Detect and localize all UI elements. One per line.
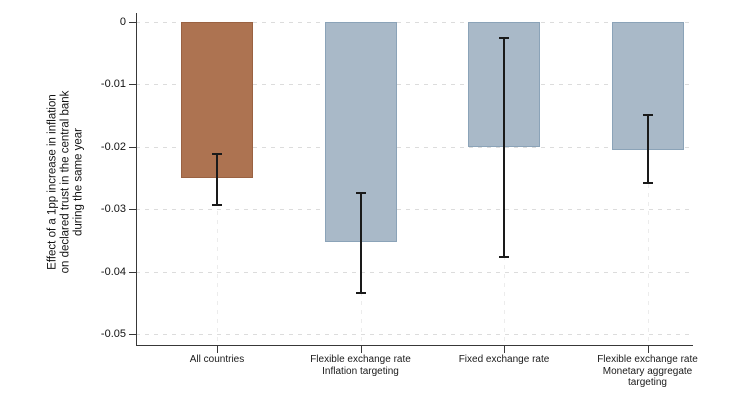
y-axis-title: Effect of a 1pp increase in inflation on … (47, 32, 86, 332)
x-category-label: Flexible exchange rate Monetary aggregat… (597, 354, 698, 388)
y-axis-tick (129, 271, 136, 273)
y-axis-tick (129, 146, 136, 148)
x-axis-tick (647, 346, 649, 353)
horizontal-gridline (136, 146, 693, 148)
x-category-label: Flexible exchange rate Inflation targeti… (310, 354, 411, 377)
y-tick-label: -0.05 (100, 328, 126, 340)
error-bar-line (503, 37, 505, 257)
y-axis-tick (129, 84, 136, 86)
error-bar-line (646, 115, 649, 183)
x-category-label: All countries (189, 354, 245, 365)
x-axis-tick (217, 346, 218, 353)
error-bar-cap-bottom (642, 182, 653, 184)
y-tick-label: -0.02 (100, 140, 126, 153)
x-axis-tick (504, 346, 505, 353)
horizontal-gridline (136, 22, 693, 23)
horizontal-gridline (136, 271, 693, 273)
y-tick-label: 0 (119, 16, 126, 28)
y-axis-line (136, 13, 137, 346)
error-bar-cap-top (212, 153, 222, 156)
y-axis-tick (129, 209, 136, 211)
x-axis-tick (360, 346, 362, 353)
error-bar-cap-top (499, 36, 509, 39)
error-bar-line (216, 154, 218, 205)
x-axis-line (136, 345, 693, 346)
y-axis-title-line: Effect of a 1pp increase in inflation (46, 94, 59, 270)
y-axis-title-line: on declared trust in the central bank (59, 90, 72, 274)
error-bar-cap-bottom (212, 203, 222, 206)
bar (181, 22, 253, 178)
y-axis-tick (129, 334, 136, 335)
y-tick-label: -0.01 (100, 78, 126, 91)
error-bar-cap-bottom (499, 255, 509, 258)
y-tick-label: -0.03 (100, 203, 126, 216)
error-bar-cap-top (642, 114, 653, 116)
y-tick-label: -0.04 (100, 265, 126, 278)
horizontal-gridline (136, 84, 693, 86)
error-bar-cap-top (355, 192, 366, 194)
plot-area: 0 -0.01 -0.02 -0.03 -0.04 -0.05 All countries F… (101, 13, 698, 388)
error-bar-cap-bottom (355, 291, 366, 294)
horizontal-gridline (136, 209, 693, 211)
horizontal-gridline (136, 334, 693, 335)
error-bar-line (359, 193, 362, 293)
y-axis-tick (129, 22, 136, 23)
x-category-label: Fixed exchange rate (458, 354, 550, 365)
